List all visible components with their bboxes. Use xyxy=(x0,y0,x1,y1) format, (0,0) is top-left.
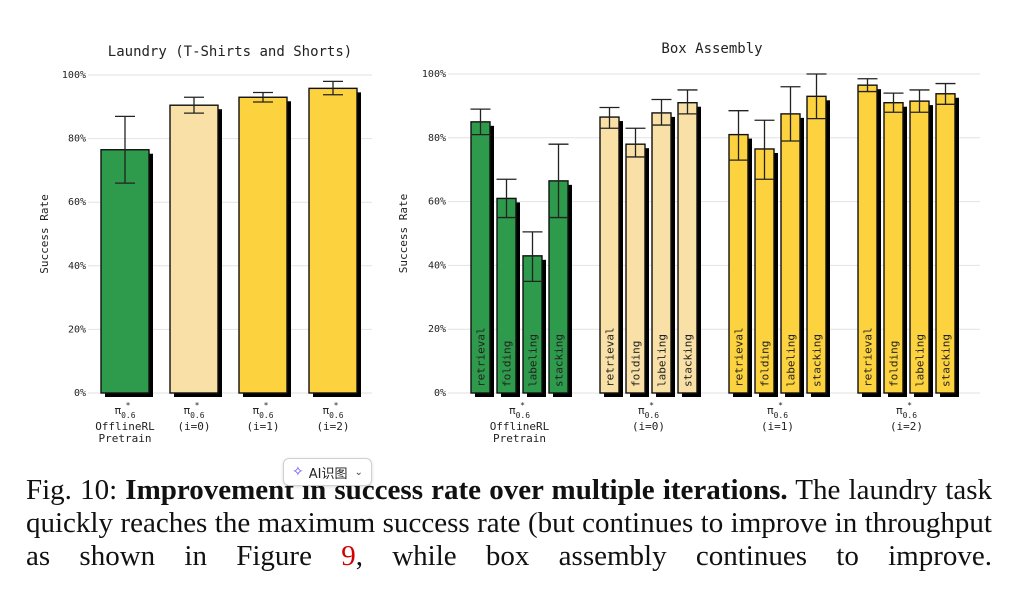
x-tick-label: π0.6 xyxy=(767,404,788,420)
x-tick-superscript: * xyxy=(334,401,339,410)
x-tick-superscript: * xyxy=(649,401,654,410)
x-tick-superscript: * xyxy=(520,401,525,410)
subtask-label: retrieval xyxy=(733,327,746,387)
x-tick-sublabel: (i=1) xyxy=(761,420,794,433)
box-assembly-chart: Box Assembly Success Rate 0% 20% 40% 60% 80% 10… xyxy=(397,41,980,445)
ai-button-label: AI识图 xyxy=(308,466,348,482)
x-tick-sublabel: (i=1) xyxy=(246,420,279,433)
figure: Laundry (T-Shirts and Shorts) Success Rat… xyxy=(38,41,980,445)
subtask-label: folding xyxy=(759,341,772,387)
y-tick-label: 80% xyxy=(68,134,86,145)
y-tick-label: 100% xyxy=(62,70,86,81)
bar xyxy=(238,96,288,394)
x-tick-sublabel: (i=2) xyxy=(316,420,349,433)
x-tick-label: π0.6 xyxy=(509,404,530,420)
y-tick-label: 0% xyxy=(74,388,86,399)
sparkle-icon: ✧ xyxy=(292,464,304,480)
bar xyxy=(169,104,219,394)
subtask-label: retrieval xyxy=(862,327,875,387)
x-tick-sublabel: Pretrain xyxy=(99,432,152,445)
subtask-label: stacking xyxy=(940,334,953,387)
x-tick-superscript: * xyxy=(195,401,200,410)
x-tick-label: π0.6 xyxy=(896,404,917,420)
figure-caption: Fig. 10: Improvement in success rate ove… xyxy=(26,474,992,573)
y-tick-label: 0% xyxy=(434,388,446,399)
bar xyxy=(100,149,150,394)
x-tick-superscript: * xyxy=(264,401,269,410)
x-tick-sublabel: OfflineRL xyxy=(490,420,550,433)
x-tick-sublabel: (i=0) xyxy=(177,420,210,433)
subtask-label: labeling xyxy=(914,334,927,387)
subtask-label: stacking xyxy=(553,334,566,387)
subtask-label: labeling xyxy=(785,334,798,387)
y-axis-label: Success Rate xyxy=(397,194,410,273)
chart-title: Box Assembly xyxy=(661,41,762,57)
x-tick-label: π0.6 xyxy=(114,404,135,420)
subtask-label: retrieval xyxy=(604,327,617,387)
x-tick-label: π0.6 xyxy=(183,404,204,420)
y-tick-label: 100% xyxy=(422,69,446,80)
laundry-chart: Laundry (T-Shirts and Shorts) Success Rat… xyxy=(38,44,372,445)
y-tick-label: 80% xyxy=(428,133,446,144)
subtask-label: labeling xyxy=(656,334,669,387)
subtask-label: labeling xyxy=(527,334,540,387)
caption-bold-title: Improvement in success rate over multipl… xyxy=(125,474,788,506)
y-tick-label: 60% xyxy=(68,197,86,208)
x-tick-superscript: * xyxy=(778,401,783,410)
caption-text-2: , while box assembly continues to improv… xyxy=(355,540,992,572)
subtask-label: retrieval xyxy=(475,327,488,387)
x-tick-sublabel: OfflineRL xyxy=(95,420,155,433)
y-tick-label: 40% xyxy=(428,260,446,271)
caption-text-1: The laundry task quickly reaches the max… xyxy=(26,474,992,572)
subtask-label: folding xyxy=(630,341,643,387)
subtask-label: folding xyxy=(501,341,514,387)
y-axis-label: Success Rate xyxy=(38,194,51,273)
y-tick-label: 20% xyxy=(68,324,86,335)
subtask-label: stacking xyxy=(811,334,824,387)
ai-image-recognition-button[interactable]: ✧ AI识图 ⌄ xyxy=(283,458,372,486)
chart-title: Laundry (T-Shirts and Shorts) xyxy=(108,44,352,60)
subtask-label: folding xyxy=(888,341,901,387)
x-tick-label: π0.6 xyxy=(638,404,659,420)
bar xyxy=(308,87,358,394)
x-tick-sublabel: Pretrain xyxy=(493,432,546,445)
x-tick-superscript: * xyxy=(126,401,131,410)
y-tick-label: 40% xyxy=(68,261,86,272)
x-tick-label: π0.6 xyxy=(322,404,343,420)
chevron-down-icon: ⌄ xyxy=(354,466,363,478)
caption-label: Fig. 10: xyxy=(26,474,126,506)
y-tick-label: 60% xyxy=(428,197,446,208)
x-tick-label: π0.6 xyxy=(252,404,273,420)
subtask-label: stacking xyxy=(682,334,695,387)
y-tick-label: 20% xyxy=(428,324,446,335)
x-tick-sublabel: (i=0) xyxy=(632,420,665,433)
figure-reference-link[interactable]: 9 xyxy=(341,540,356,572)
x-tick-superscript: * xyxy=(907,401,912,410)
x-tick-sublabel: (i=2) xyxy=(890,420,923,433)
